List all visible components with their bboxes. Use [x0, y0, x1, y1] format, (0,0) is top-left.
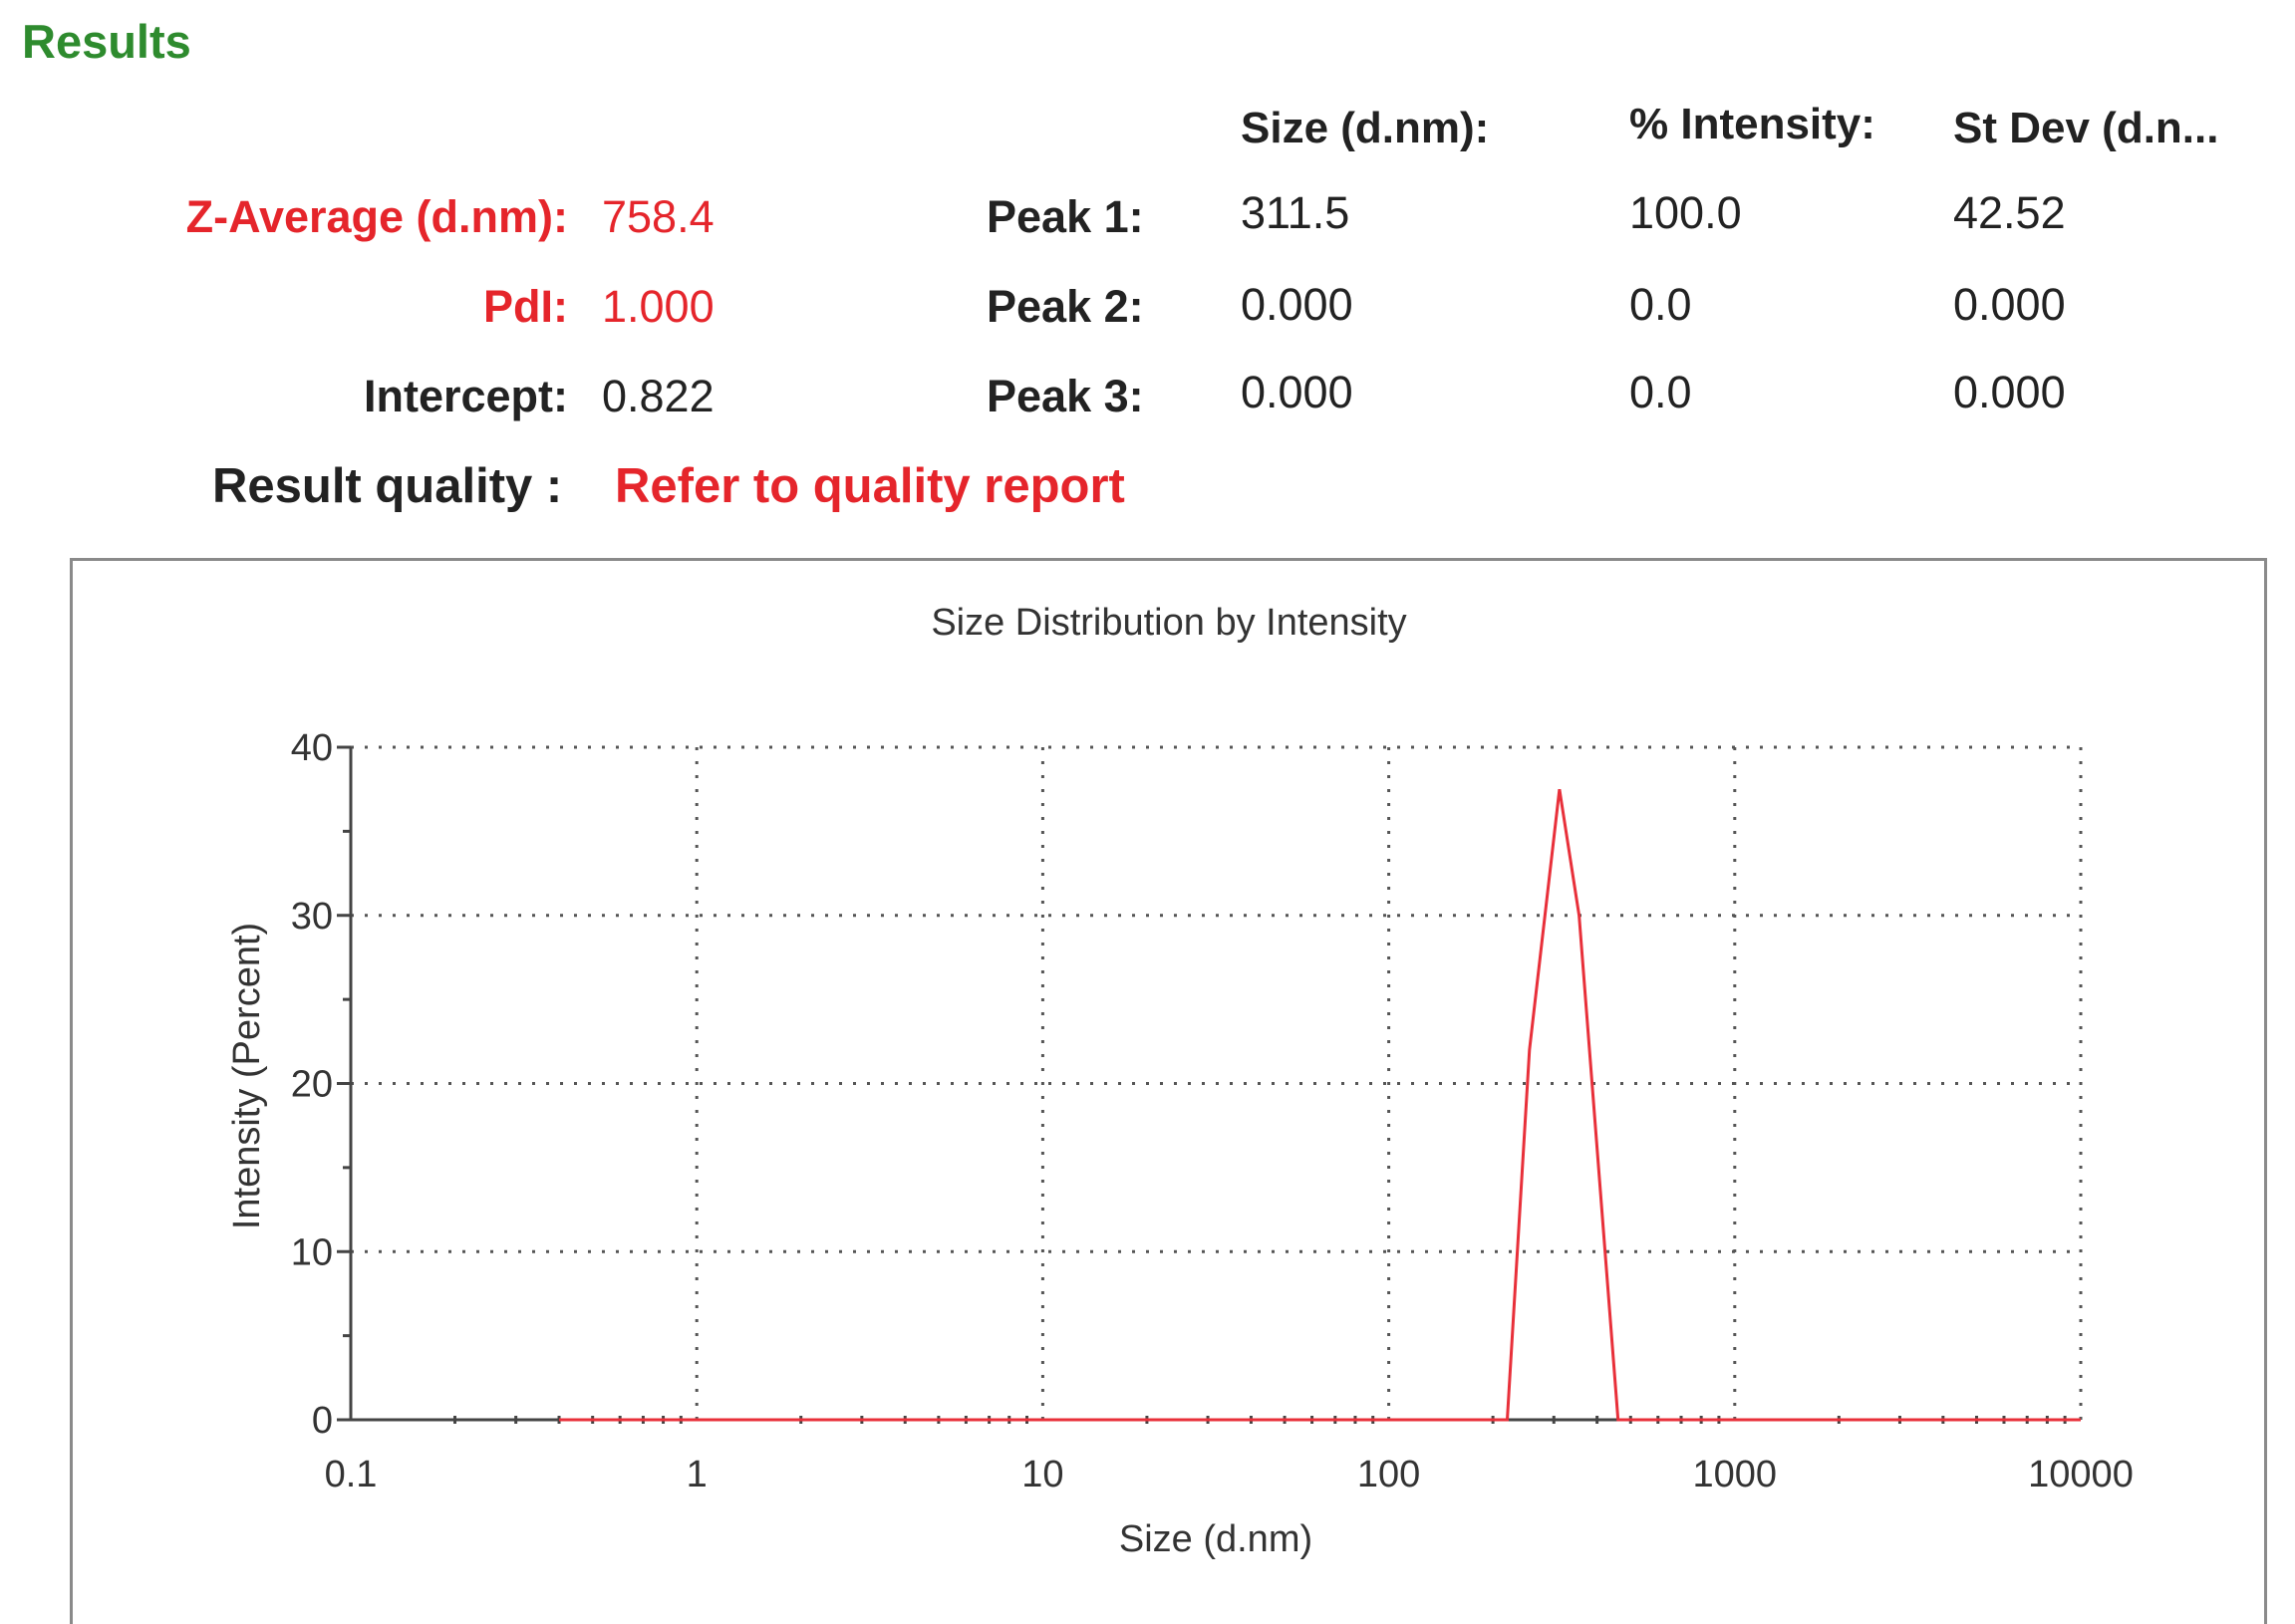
result-quality-link[interactable]: Refer to quality report: [615, 458, 1125, 514]
pdi-label: PdI:: [10, 281, 568, 333]
pdi-value: 1.000: [602, 281, 715, 333]
peak-2-label: Peak 2:: [987, 281, 1144, 333]
z-average-label: Z-Average (d.nm):: [10, 191, 568, 243]
peak-2-intensity: 0.0: [1629, 279, 1692, 331]
header-stdev: St Dev (d.n...: [1953, 104, 2218, 153]
peak-1-stdev: 42.52: [1953, 187, 2066, 239]
peak-2-size: 0.000: [1241, 279, 1353, 331]
chart-panel: [70, 558, 2267, 1624]
header-size: Size (d.nm):: [1241, 104, 1489, 153]
peak-3-label: Peak 3:: [987, 371, 1144, 422]
intercept-label: Intercept:: [10, 371, 568, 422]
results-title: Results: [22, 14, 191, 69]
intercept-value: 0.822: [602, 371, 715, 422]
z-average-value: 758.4: [602, 191, 715, 243]
peak-1-intensity: 100.0: [1629, 187, 1742, 239]
peak-3-stdev: 0.000: [1953, 367, 2066, 418]
peak-2-stdev: 0.000: [1953, 279, 2066, 331]
header-intensity: % Intensity:: [1629, 100, 1875, 149]
peak-3-intensity: 0.0: [1629, 367, 1692, 418]
peak-3-size: 0.000: [1241, 367, 1353, 418]
result-quality-label: Result quality :: [212, 458, 562, 514]
peak-1-label: Peak 1:: [987, 191, 1144, 243]
peak-1-size: 311.5: [1241, 187, 1349, 239]
